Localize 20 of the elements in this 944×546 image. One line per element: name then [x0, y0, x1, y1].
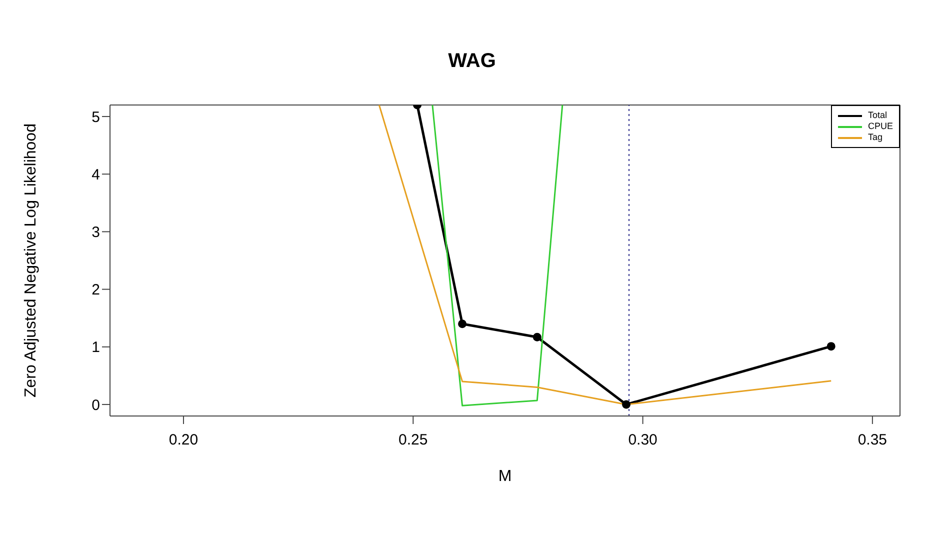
- point: [532, 332, 542, 342]
- y-tick-label: 2: [92, 282, 100, 299]
- x-tick-label: 0.25: [398, 432, 428, 449]
- point: [458, 320, 467, 328]
- point: [826, 342, 836, 351]
- y-tick-label: 3: [92, 224, 100, 242]
- legend-label: CPUE: [868, 121, 893, 132]
- legend-label: Tag: [868, 132, 882, 143]
- x-tick-label: 0.20: [168, 432, 198, 449]
- chart-title: WAG: [447, 50, 497, 73]
- y-tick-label: 5: [92, 108, 100, 126]
- x-tick-label: 0.35: [858, 432, 888, 449]
- x-tick-label: 0.30: [628, 432, 658, 449]
- y-tick-label: 4: [92, 166, 100, 184]
- y-tick-label: 1: [92, 339, 100, 356]
- legend-label: Total: [868, 110, 887, 121]
- y-axis-title: Zero Adjusted Negative Log Likelihood: [22, 124, 40, 398]
- y-tick-label: 0: [92, 396, 100, 414]
- x-axis-title: M: [498, 468, 512, 485]
- point: [622, 400, 631, 409]
